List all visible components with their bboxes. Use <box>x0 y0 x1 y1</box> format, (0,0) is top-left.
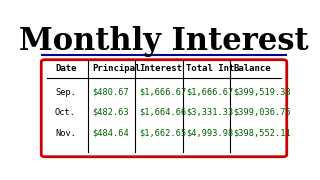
Text: Balance: Balance <box>234 64 271 73</box>
Text: Nov.: Nov. <box>55 129 76 138</box>
Text: $1,664.66: $1,664.66 <box>139 108 187 117</box>
Text: $399,519.38: $399,519.38 <box>234 88 291 97</box>
Text: $3,331.33: $3,331.33 <box>186 108 234 117</box>
Text: Sep.: Sep. <box>55 88 76 97</box>
Text: $1,662.65: $1,662.65 <box>139 129 187 138</box>
Text: Monthly Interest: Monthly Interest <box>19 26 309 57</box>
Text: $4,993.98: $4,993.98 <box>186 129 234 138</box>
Text: $1,666.67: $1,666.67 <box>139 88 187 97</box>
Text: $480.67: $480.67 <box>92 88 129 97</box>
Text: Oct.: Oct. <box>55 108 76 117</box>
Text: Interest: Interest <box>139 64 182 73</box>
Text: Total Int.: Total Int. <box>186 64 240 73</box>
Text: $482.63: $482.63 <box>92 108 129 117</box>
Text: Principal: Principal <box>92 64 140 73</box>
Text: $398,552.11: $398,552.11 <box>234 129 291 138</box>
FancyBboxPatch shape <box>41 60 287 157</box>
Text: $484.64: $484.64 <box>92 129 129 138</box>
Text: $399,036.75: $399,036.75 <box>234 108 291 117</box>
Text: Date: Date <box>55 64 76 73</box>
Text: $1,666.67: $1,666.67 <box>186 88 234 97</box>
